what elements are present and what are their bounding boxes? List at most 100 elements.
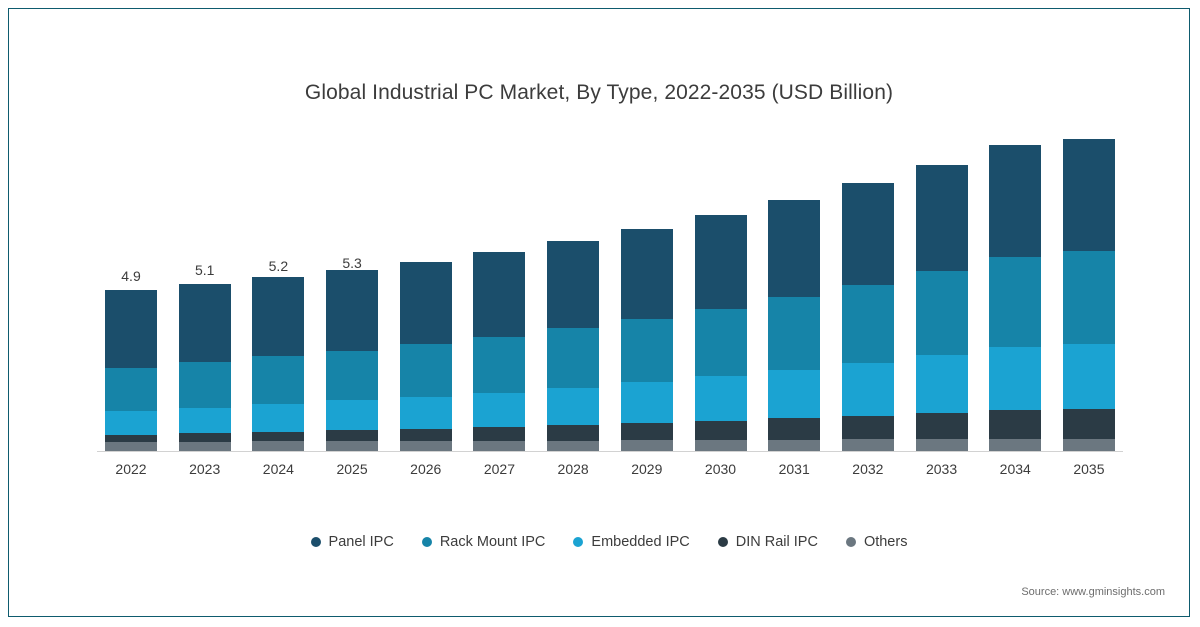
bar-segment bbox=[694, 439, 747, 451]
bar-column bbox=[841, 139, 894, 451]
bar-column bbox=[768, 139, 821, 451]
bar-segment bbox=[473, 336, 526, 393]
bar-segment bbox=[620, 423, 673, 441]
bar-segment bbox=[989, 346, 1042, 410]
bar-segment bbox=[1062, 408, 1115, 439]
bar-segment bbox=[620, 229, 673, 320]
bar-segment bbox=[105, 290, 157, 368]
x-axis-tick-label: 2033 bbox=[925, 461, 958, 477]
bar-segment bbox=[1062, 438, 1115, 451]
x-axis-tick-labels: 2022 2023 2024 2025 2026 2027 2028 2029 2030 2031… bbox=[105, 461, 1115, 477]
bar-segment bbox=[1062, 251, 1115, 344]
bar-segment bbox=[841, 439, 894, 451]
bar-segment bbox=[915, 271, 968, 356]
bar-segment bbox=[915, 355, 968, 413]
x-axis-tick-label: 2034 bbox=[999, 461, 1031, 477]
bar-segment bbox=[694, 308, 747, 377]
legend-item[interactable]: Panel IPC bbox=[310, 534, 394, 550]
bar-segment bbox=[620, 440, 673, 451]
chart-frame: Global Industrial PC Market, By Type, 20… bbox=[8, 8, 1190, 617]
bar-segment bbox=[620, 382, 673, 424]
bar-segment bbox=[473, 252, 526, 337]
bar-segment bbox=[326, 430, 379, 442]
legend-label: Embedded IPC bbox=[591, 534, 690, 550]
x-axis-tick-label: 2025 bbox=[336, 461, 368, 477]
bar-column: 5.3 bbox=[326, 139, 379, 451]
bar-segment bbox=[178, 283, 231, 363]
x-axis-tick-label: 2026 bbox=[410, 461, 442, 477]
bar-segment bbox=[105, 410, 157, 435]
bar-value-label: 4.9 bbox=[121, 268, 141, 285]
plot-area: 4.9 5.1 5.2 5.3 bbox=[105, 139, 1115, 451]
bar-segment bbox=[768, 439, 821, 451]
legend-swatch-icon bbox=[310, 537, 321, 547]
x-axis-tick-label: 2027 bbox=[483, 461, 516, 477]
bar-column: 5.1 bbox=[178, 139, 231, 451]
legend-item[interactable]: Embedded IPC bbox=[573, 534, 690, 550]
bar-segment bbox=[473, 392, 526, 428]
bar-segment bbox=[620, 319, 673, 383]
bar-segment bbox=[915, 438, 968, 451]
x-axis-tick-label: 2029 bbox=[631, 461, 663, 477]
x-axis-tick-label: 2028 bbox=[557, 461, 589, 477]
bar-segment bbox=[915, 412, 968, 439]
bar-segment bbox=[178, 433, 231, 442]
bar-segment bbox=[989, 144, 1042, 257]
legend-item[interactable]: DIN Rail IPC bbox=[717, 534, 818, 550]
bar-segment bbox=[768, 199, 821, 298]
bar-segment bbox=[547, 387, 600, 426]
x-axis-tick-label: 2031 bbox=[778, 461, 810, 477]
bar-segment bbox=[694, 420, 747, 440]
bar-column: 5.2 bbox=[252, 139, 305, 451]
chart-legend: Panel IPC Rack Mount IPC Embedded IPC DIN R… bbox=[9, 534, 1200, 550]
x-axis-tick-label: 2035 bbox=[1073, 461, 1105, 477]
bar-segment bbox=[178, 362, 231, 408]
x-axis-tick-label: 2030 bbox=[704, 461, 737, 477]
x-axis-tick-label: 2023 bbox=[189, 461, 221, 477]
bar-segment bbox=[399, 262, 452, 345]
legend-item[interactable]: Others bbox=[845, 534, 908, 550]
bar-column bbox=[915, 139, 968, 451]
legend-label: Others bbox=[863, 534, 908, 550]
bar-column bbox=[694, 139, 747, 451]
bar-segment bbox=[694, 215, 747, 309]
bar-segment bbox=[252, 441, 305, 451]
bar-column bbox=[989, 139, 1042, 451]
bar-segment bbox=[399, 344, 452, 397]
bar-segment bbox=[473, 440, 526, 451]
bar-segment bbox=[326, 400, 379, 430]
bar-segment bbox=[841, 363, 894, 416]
bar-segment bbox=[841, 415, 894, 440]
legend-label: Rack Mount IPC bbox=[439, 534, 546, 550]
bar-segment bbox=[989, 409, 1042, 439]
bar-segment bbox=[473, 427, 526, 441]
bar-segment bbox=[105, 441, 157, 451]
bar-segment bbox=[105, 434, 157, 442]
bar-segment bbox=[326, 270, 379, 351]
bar-segment bbox=[547, 425, 600, 441]
bar-column bbox=[1062, 139, 1115, 451]
bar-column bbox=[473, 139, 526, 451]
bar-column bbox=[620, 139, 673, 451]
bar-segment bbox=[252, 404, 305, 432]
bar-segment bbox=[399, 396, 452, 429]
bar-segment bbox=[105, 367, 157, 411]
x-axis-tick-label: 2022 bbox=[115, 461, 147, 477]
bar-segment bbox=[841, 183, 894, 286]
bar-segment bbox=[768, 297, 821, 370]
bar-segment bbox=[252, 356, 305, 405]
bar-segment bbox=[1062, 343, 1115, 409]
bar-column bbox=[399, 139, 452, 451]
bar-value-label: 5.3 bbox=[342, 254, 362, 271]
page-title: Global Industrial PC Market, By Type, 20… bbox=[304, 81, 894, 104]
bar-segment bbox=[326, 350, 379, 401]
bar-segment bbox=[547, 328, 600, 388]
x-axis-tick-label: 2032 bbox=[852, 461, 884, 477]
bar-segment bbox=[399, 441, 452, 451]
legend-item[interactable]: Rack Mount IPC bbox=[421, 534, 546, 550]
bar-group: 4.9 5.1 5.2 5.3 bbox=[105, 139, 1115, 451]
bar-segment bbox=[1062, 139, 1115, 252]
bar-segment bbox=[915, 164, 968, 272]
bar-segment bbox=[326, 441, 379, 451]
bar-segment bbox=[768, 369, 821, 419]
